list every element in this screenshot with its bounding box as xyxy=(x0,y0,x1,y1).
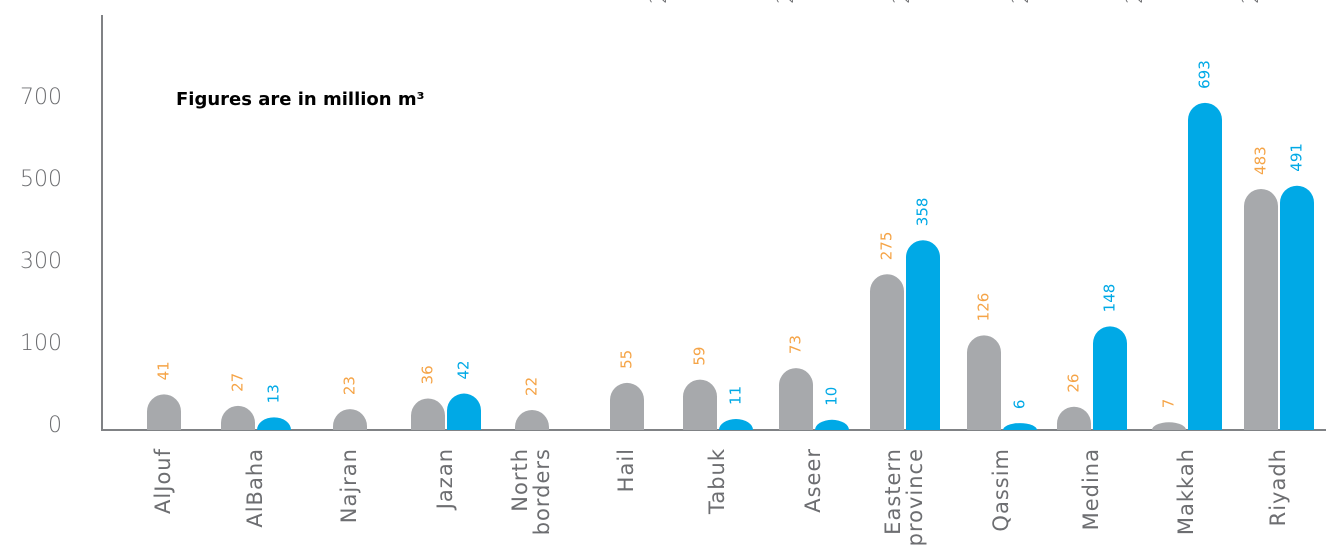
x-tick-label-line: North xyxy=(508,448,532,512)
value-label: 59 xyxy=(691,347,709,366)
bar xyxy=(815,419,849,430)
header-fragment: 2 xyxy=(1009,0,1034,4)
y-tick-label: 300 xyxy=(20,249,62,274)
x-tick-label: Makkah xyxy=(1174,448,1198,535)
value-label: 27 xyxy=(229,373,247,392)
value-label: 13 xyxy=(265,384,283,403)
bar xyxy=(719,418,753,430)
bar xyxy=(1152,422,1186,430)
bar xyxy=(1003,423,1037,430)
bar xyxy=(683,379,717,430)
value-label: 7 xyxy=(1160,399,1178,409)
bar xyxy=(967,335,1001,430)
x-tick-label-line: province xyxy=(903,448,927,546)
bar xyxy=(610,382,644,430)
bar xyxy=(447,393,481,430)
note: Figures are in million m³ xyxy=(176,89,425,110)
value-label: 41 xyxy=(155,361,173,380)
value-label: 23 xyxy=(341,376,359,395)
value-label: 11 xyxy=(727,386,745,405)
y-tick-label: 500 xyxy=(20,167,62,192)
header-fragment: 2 xyxy=(647,0,672,4)
value-label: 358 xyxy=(914,198,932,227)
bar xyxy=(515,409,549,430)
value-label: 148 xyxy=(1101,284,1119,313)
header-fragment: 2 xyxy=(1123,0,1148,4)
bar xyxy=(906,240,940,430)
bar xyxy=(870,274,904,430)
y-tick-label: 100 xyxy=(20,331,62,356)
x-tick-label: Medina xyxy=(1079,448,1103,530)
header-fragment: 2 xyxy=(1239,0,1264,4)
value-label: 42 xyxy=(455,360,473,379)
x-tick-label: Hail xyxy=(614,448,638,492)
bar xyxy=(411,398,445,430)
bar xyxy=(1057,406,1091,430)
bar xyxy=(147,394,181,430)
value-label: 55 xyxy=(618,350,636,369)
x-tick-label: Aseer xyxy=(801,448,825,513)
bar xyxy=(1244,188,1278,430)
header-fragment: 2 xyxy=(774,0,799,4)
value-label: 73 xyxy=(787,335,805,354)
bar xyxy=(333,409,367,430)
bar xyxy=(221,405,255,430)
y-tick-label: 700 xyxy=(20,85,62,110)
bar xyxy=(1280,185,1314,430)
value-label: 22 xyxy=(523,377,541,396)
x-tick-label: Northborders xyxy=(508,448,554,535)
value-label: 275 xyxy=(878,232,896,261)
header-fragment: 2 xyxy=(890,0,915,4)
bar xyxy=(1188,102,1222,431)
x-tick-label-line: Eastern xyxy=(881,448,905,535)
x-tick-label: Easternprovince xyxy=(881,448,927,546)
value-label: 10 xyxy=(823,387,841,406)
x-tick-label: Riyadh xyxy=(1266,448,1290,526)
bar xyxy=(257,417,291,430)
x-tick-label: AlJouf xyxy=(151,448,175,514)
value-label: 6 xyxy=(1011,400,1029,410)
bar xyxy=(779,368,813,430)
value-label: 36 xyxy=(419,365,437,384)
bar xyxy=(1093,326,1127,430)
x-tick-label: Tabuk xyxy=(705,448,729,515)
x-tick-label: Najran xyxy=(337,448,361,523)
value-label: 26 xyxy=(1065,374,1083,393)
value-label: 491 xyxy=(1288,143,1306,172)
y-tick-label: 0 xyxy=(48,413,62,438)
value-label: 693 xyxy=(1196,60,1214,89)
value-label: 483 xyxy=(1252,146,1270,175)
x-tick-label-line: borders xyxy=(530,448,554,535)
x-tick-label: Jazan xyxy=(433,448,457,511)
value-label: 126 xyxy=(975,293,993,322)
x-tick-label: Qassim xyxy=(989,448,1013,532)
x-tick-label: AlBaha xyxy=(243,448,267,528)
